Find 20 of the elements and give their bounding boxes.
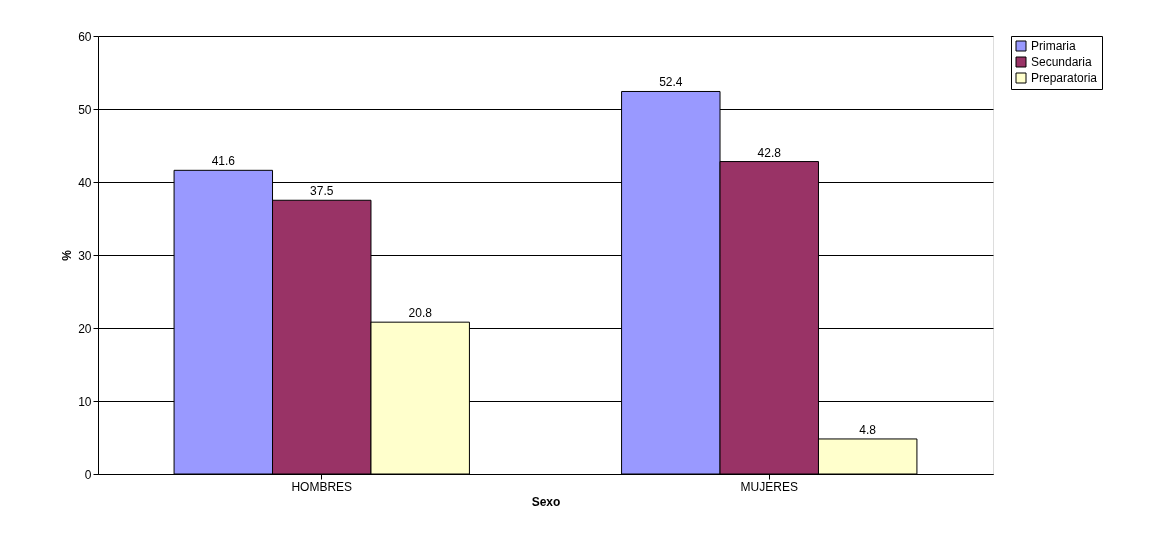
y-tick-label: 60 bbox=[78, 29, 92, 44]
y-tick-label: 20 bbox=[78, 321, 92, 336]
legend-label: Preparatoria bbox=[1031, 71, 1098, 85]
legend-label: Secundaria bbox=[1031, 55, 1093, 69]
data-label: 37.5 bbox=[310, 184, 334, 199]
y-tick-label: 40 bbox=[78, 175, 92, 190]
x-tick-label: HOMBRES bbox=[291, 479, 353, 494]
data-label: 4.8 bbox=[859, 422, 877, 437]
legend-label: Primaria bbox=[1031, 39, 1076, 53]
data-label: 20.8 bbox=[408, 306, 433, 321]
data-label: 42.8 bbox=[757, 145, 782, 160]
y-tick-label: 30 bbox=[78, 248, 92, 263]
data-label: 52.4 bbox=[659, 75, 683, 90]
y-tick-label: 50 bbox=[78, 102, 92, 117]
y-axis-title: % bbox=[60, 249, 75, 261]
data-label: 41.6 bbox=[211, 154, 236, 169]
y-tick-label: 0 bbox=[84, 467, 92, 482]
x-axis-title: Sexo bbox=[531, 494, 561, 509]
x-tick-label: MUJERES bbox=[740, 479, 798, 494]
y-tick-label: 10 bbox=[78, 394, 92, 409]
